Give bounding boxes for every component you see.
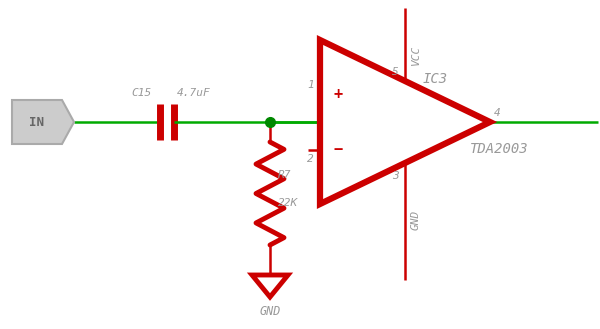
Text: R7: R7 [278,170,292,181]
Text: −: − [334,142,343,158]
Text: IC3: IC3 [423,72,448,86]
Text: TDA2003: TDA2003 [470,142,529,156]
Text: +: + [334,87,343,102]
Text: 5: 5 [392,67,399,77]
Text: 2: 2 [307,154,314,164]
Polygon shape [12,100,74,144]
Text: VCC: VCC [411,45,421,65]
Text: GND: GND [411,210,421,230]
Text: GND: GND [259,305,281,318]
Text: 22K: 22K [278,198,298,209]
Text: 4: 4 [494,108,501,118]
Text: 4.7uF: 4.7uF [177,88,211,98]
Text: 3: 3 [392,171,399,181]
Text: 1: 1 [307,80,314,90]
Text: IN: IN [29,115,44,129]
Text: C15: C15 [132,88,152,98]
